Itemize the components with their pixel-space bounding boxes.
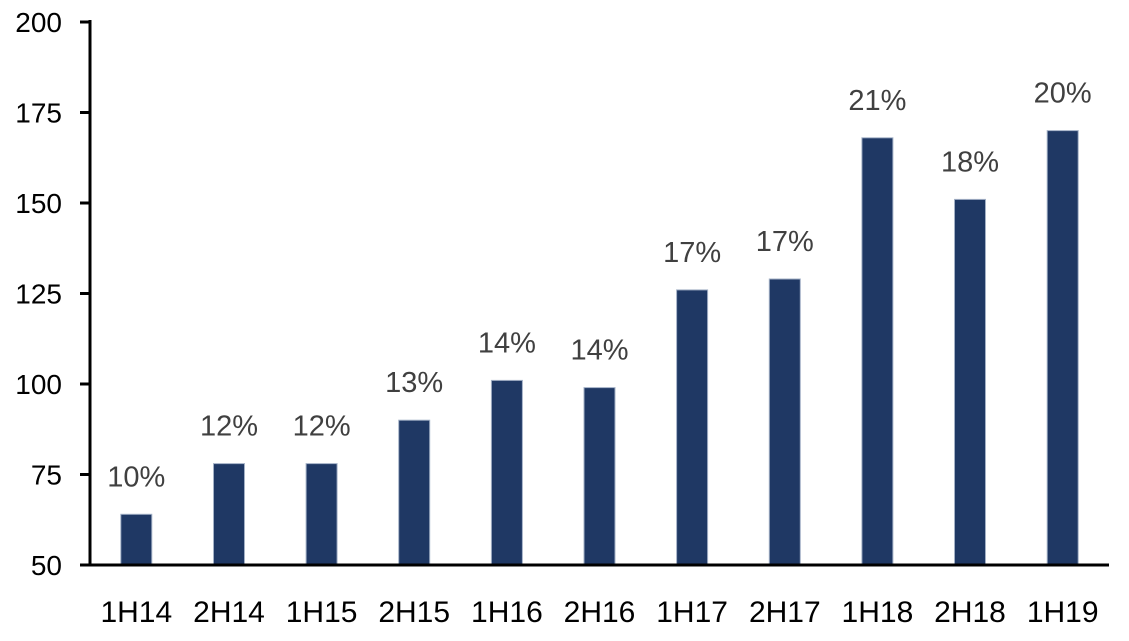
y-tick-label-150: 150 bbox=[15, 188, 62, 219]
bars-group bbox=[120, 130, 1079, 566]
bar-1H17 bbox=[676, 289, 709, 566]
data-label-1H17: 17% bbox=[663, 237, 721, 269]
y-tick-label-200: 200 bbox=[15, 7, 62, 38]
y-tick-label-75: 75 bbox=[31, 460, 62, 491]
data-label-2H18: 18% bbox=[941, 146, 999, 178]
bar-1H19 bbox=[1046, 130, 1079, 566]
bar-2H14 bbox=[213, 463, 245, 566]
y-tick-label-175: 175 bbox=[15, 98, 62, 129]
data-label-1H18: 21% bbox=[848, 85, 906, 117]
x-tick-label-2H14: 2H14 bbox=[193, 596, 265, 629]
data-label-2H16: 14% bbox=[570, 335, 628, 367]
x-tick-label-1H14: 1H14 bbox=[100, 596, 172, 629]
x-tick-label-1H16: 1H16 bbox=[471, 596, 543, 629]
data-labels-group: 10% 12% 12% 13% 14% 14% 17% 17% 21% 18% 20% bbox=[107, 78, 1091, 494]
data-label-1H19: 20% bbox=[1034, 78, 1092, 110]
data-label-1H14: 10% bbox=[107, 461, 165, 493]
bar-1H15 bbox=[305, 463, 338, 566]
bar-1H16 bbox=[490, 379, 523, 566]
x-tick-label-1H17: 1H17 bbox=[656, 596, 728, 629]
data-label-2H14: 12% bbox=[200, 411, 258, 443]
bar-2H16 bbox=[583, 387, 616, 566]
data-label-1H16: 14% bbox=[478, 327, 536, 359]
data-label-1H15: 12% bbox=[293, 411, 351, 443]
y-tick-label-50: 50 bbox=[31, 550, 62, 581]
y-tick-labels-group: 50 75 100 125 150 175 200 bbox=[15, 7, 62, 581]
x-tick-label-2H15: 2H15 bbox=[378, 596, 450, 629]
x-tick-label-2H16: 2H16 bbox=[564, 596, 636, 629]
bar-1H14 bbox=[120, 513, 153, 566]
data-label-2H17: 17% bbox=[756, 226, 814, 258]
x-tick-label-2H18: 2H18 bbox=[934, 596, 1006, 629]
bar-1H18 bbox=[861, 137, 894, 566]
x-tick-label-1H18: 1H18 bbox=[842, 596, 914, 629]
bar-2H17 bbox=[768, 278, 801, 566]
x-tick-label-1H19: 1H19 bbox=[1027, 596, 1099, 629]
bar-2H15 bbox=[398, 419, 431, 566]
y-tick-label-100: 100 bbox=[15, 369, 62, 400]
x-tick-label-1H15: 1H15 bbox=[286, 596, 358, 629]
axes-group bbox=[80, 20, 1109, 567]
x-tick-label-2H17: 2H17 bbox=[749, 596, 821, 629]
data-label-2H15: 13% bbox=[385, 367, 443, 399]
x-tick-labels-group: 1H14 2H14 1H15 2H15 1H16 2H16 1H17 2H17 1H18 2H18… bbox=[100, 596, 1098, 629]
bar-2H18 bbox=[954, 198, 986, 566]
y-tick-label-125: 125 bbox=[15, 279, 62, 310]
